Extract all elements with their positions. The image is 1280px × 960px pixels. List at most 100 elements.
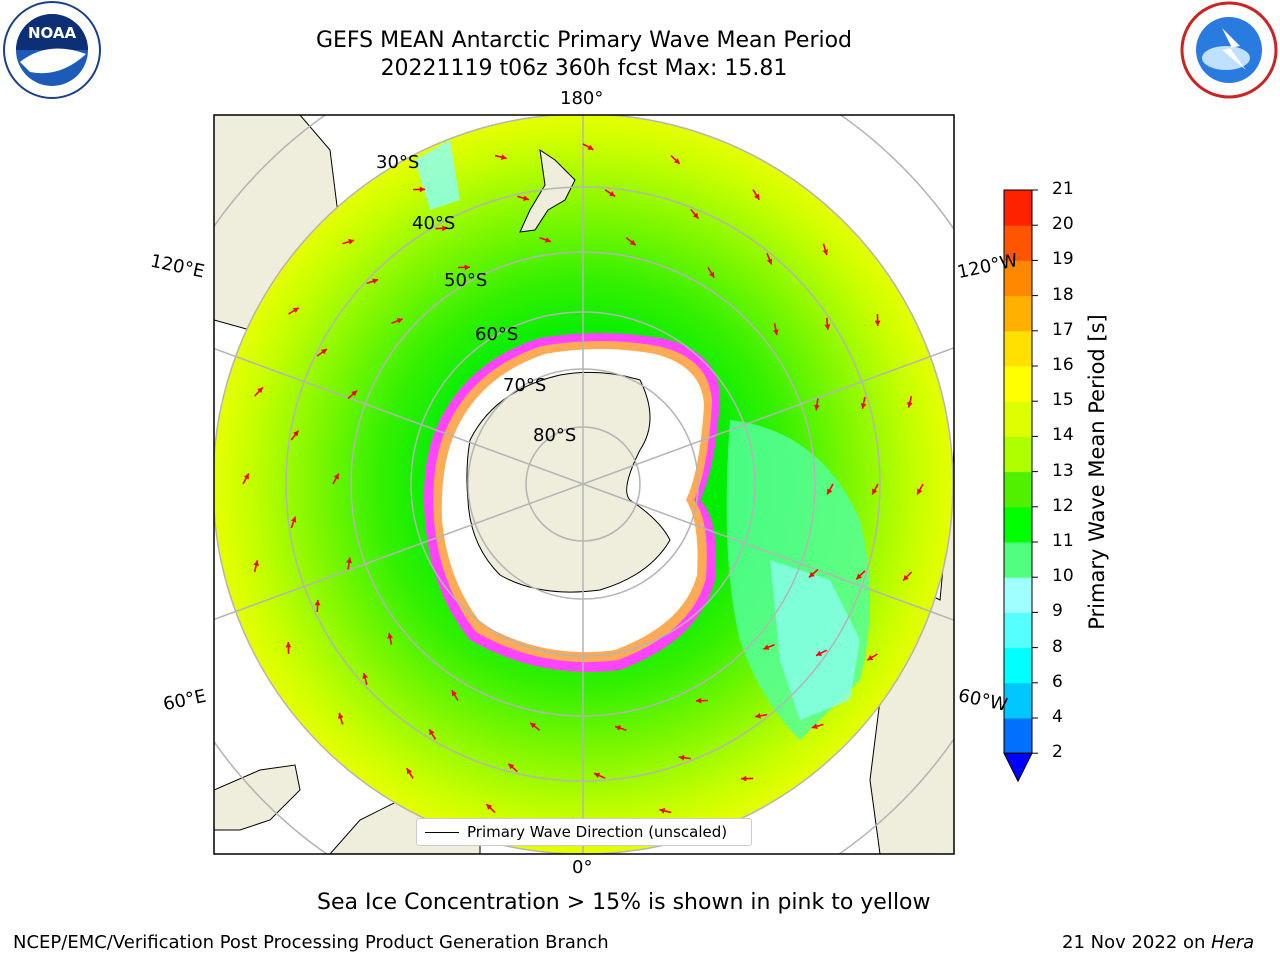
wave-arrow-head [659, 808, 666, 814]
colorbar-segment [1004, 366, 1032, 402]
colorbar-segment [1004, 295, 1032, 332]
wave-arrow-head [860, 403, 867, 409]
wave-arrow-head [594, 772, 601, 779]
colorbar-segment [1004, 682, 1032, 719]
wave-arrow-head [609, 191, 616, 197]
wave-arrow-head [372, 278, 379, 284]
wave-arrow-head [856, 573, 863, 580]
colorbar-tick-label: 21 [1052, 179, 1074, 199]
wave-arrow-head [253, 560, 259, 567]
land-new-zealand [519, 148, 576, 233]
wave-arrow-head [545, 237, 551, 243]
wave-arrow-head [464, 264, 470, 271]
credit-text: NCEP/EMC/Verification Post Processing Pr… [13, 932, 609, 953]
wave-arrow-head [351, 390, 358, 397]
colorbar-tick-label: 13 [1052, 460, 1074, 481]
wave-arrow-head [827, 488, 833, 495]
lat-label-60s: 60°S [475, 324, 519, 345]
wave-arrow-head [814, 404, 820, 411]
wave-arrow-head [508, 763, 515, 770]
wave-arrow-head [754, 193, 760, 200]
colorbar-tick-label: 16 [1052, 355, 1074, 375]
land-madagascar [214, 764, 301, 831]
wave-arrow-head [530, 722, 537, 729]
wave-arrow-head [917, 488, 923, 495]
wave-arrow-head [406, 768, 412, 775]
colorbar-segment [1004, 542, 1032, 578]
wave-arrow-head [346, 557, 352, 564]
wave-arrow-head [500, 154, 507, 160]
wave-arrow-head [257, 387, 263, 394]
sea-ice-note: Sea Ice Concentration > 15% is shown in … [317, 890, 931, 915]
colorbar-tick-label: 10 [1052, 566, 1074, 587]
colorbar-tick-label: 6 [1052, 671, 1063, 692]
wave-arrow-head [293, 430, 299, 437]
chart-subtitle: 20221119 t06z 360h fcst Max: 15.81 [380, 56, 788, 81]
wave-arrow-head [696, 697, 702, 704]
colorbar-tick-label: 11 [1052, 531, 1074, 551]
chart-title: GEFS MEAN Antarctic Primary Wave Mean Pe… [315, 28, 853, 53]
wave-arrow-head [451, 690, 457, 697]
lat-label-50s: 50°S [444, 270, 488, 291]
legend-label: Primary Wave Direction (unscaled) [467, 823, 728, 841]
colorbar-segment [1004, 330, 1032, 367]
colorbar-tick-label: 4 [1052, 707, 1063, 727]
colorbar-tick-label: 9 [1052, 601, 1063, 622]
nws-logo [1180, 1, 1278, 99]
wave-arrow-head [629, 239, 636, 246]
colorbar-tick-label: 14 [1052, 425, 1074, 446]
graticule [214, 115, 954, 854]
wave-arrow-head [903, 574, 909, 581]
wave-arrow-head [292, 307, 299, 313]
wave-arrow-head [824, 324, 831, 330]
colorbar-segment [1004, 718, 1032, 754]
wave-arrow-head [290, 516, 297, 523]
wave-arrow-head [867, 655, 874, 661]
wave-arrow-head [243, 473, 249, 480]
wave-arrow-head [419, 186, 425, 193]
date-text: 21 Nov 2022 on [1062, 932, 1212, 953]
wave-arrow-head [314, 600, 321, 606]
wave-arrow-head [362, 673, 368, 679]
colorbar-tick-label: 19 [1052, 249, 1074, 270]
wave-arrow-head [766, 258, 773, 265]
date-stamp: 21 Nov 2022 on Hera [1062, 932, 1254, 953]
wave-arrow-head [874, 320, 881, 326]
wave-arrow-head [763, 644, 770, 650]
colorbar-tick-label: 8 [1052, 636, 1063, 657]
lon-label-0: 0° [572, 857, 593, 878]
colorbar-segment [1004, 577, 1032, 613]
wave-arrow-head [333, 473, 339, 480]
wave-arrow-head [285, 642, 292, 648]
wave-arrow-head [587, 144, 594, 150]
wave-arrow-head [615, 725, 621, 731]
colorbar-tick-label: 2 [1052, 742, 1063, 763]
wave-arrow-head [678, 754, 685, 761]
wave-arrow-head [808, 571, 815, 578]
colorbar-tick-label: 20 [1052, 214, 1074, 235]
colorbar-segment [1004, 471, 1032, 508]
wave-arrow-head [337, 712, 344, 719]
noaa-logo: NOAA [3, 1, 101, 99]
wave-direction-arrows [242, 143, 924, 825]
colorbar-label: Primary Wave Mean Period [s] [1085, 314, 1109, 630]
cyan-period-area-nz [415, 140, 460, 210]
lat-label-80s: 80°S [533, 425, 577, 446]
wave-arrow-head [673, 158, 680, 164]
wave-arrow-head [692, 212, 699, 219]
map-legend: Primary Wave Direction (unscaled) [416, 818, 752, 846]
colorbar-segment [1004, 260, 1032, 297]
wave-arrow-head [811, 723, 818, 730]
lon-label-180: 180° [560, 88, 604, 109]
lat-label-70s: 70°S [503, 375, 547, 396]
wave-arrow-head [907, 401, 913, 408]
map-canvas [214, 115, 954, 854]
wave-arrow-head [822, 249, 829, 256]
wave-arrow-head [442, 225, 448, 232]
colorbar-segment [1004, 506, 1032, 543]
wave-arrow-head [709, 271, 715, 278]
machine-name: Hera [1211, 932, 1255, 953]
colorbar [1003, 189, 1038, 783]
colorbar-segment [1004, 647, 1032, 684]
